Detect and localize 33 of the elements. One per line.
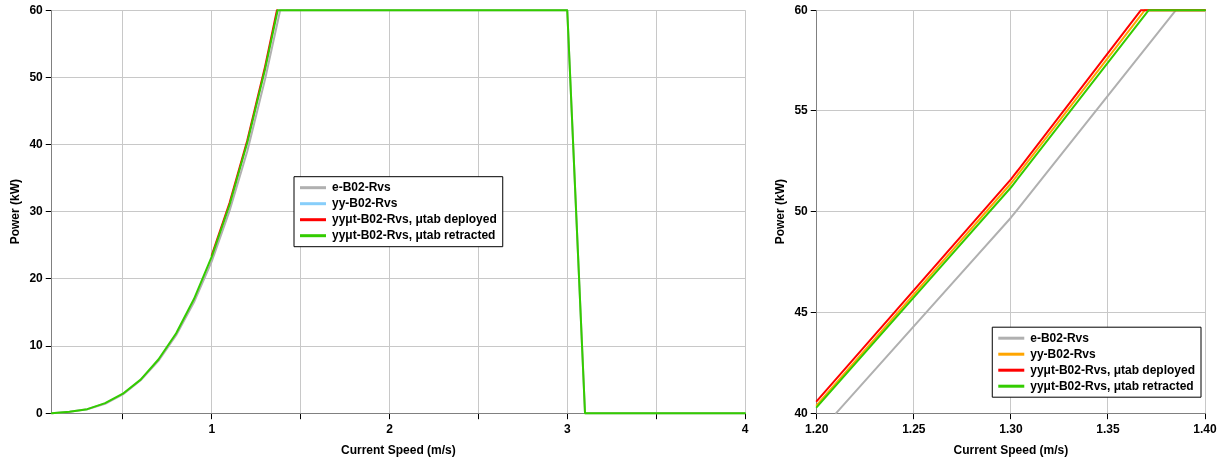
y-tick-label: 55	[794, 103, 809, 118]
x-tick-label: 1.20	[805, 421, 829, 436]
y-tick-label: 20	[29, 271, 44, 286]
x-tick-label: 4	[741, 421, 749, 436]
y-axis-title: Power (kW)	[7, 179, 22, 245]
y-tick-label: 60	[29, 2, 44, 17]
y-axis-title: Power (kW)	[772, 179, 787, 245]
y-tick-label: 40	[794, 405, 809, 420]
x-tick-label: 1.40	[1193, 421, 1217, 436]
x-tick-label: 2	[386, 421, 394, 436]
x-tick-label: 1.25	[902, 421, 926, 436]
legend-label: yyμt-B02-Rvs, μtab retracted	[1030, 378, 1194, 393]
x-tick-label: 1.35	[1096, 421, 1120, 436]
legend-label: yyμt-B02-Rvs, μtab deployed	[1030, 362, 1196, 377]
y-tick-label: 50	[29, 69, 44, 84]
x-axis-title: Current Speed (m/s)	[953, 443, 1069, 458]
y-tick-label: 0	[36, 405, 44, 420]
x-tick-label: 1	[208, 421, 216, 436]
legend-label: e-B02-Rvs	[1030, 330, 1090, 345]
legend-label: yyμt-B02-Rvs, μtab retracted	[332, 228, 496, 243]
y-tick-label: 50	[794, 204, 809, 219]
legend-label: yy-B02-Rvs	[1030, 346, 1096, 361]
y-tick-label: 10	[29, 338, 44, 353]
legend-label: yyμt-B02-Rvs, μtab deployed	[332, 212, 497, 227]
x-axis-title: Current Speed (m/s)	[341, 443, 456, 458]
y-tick-label: 30	[29, 204, 44, 219]
y-tick-label: 60	[794, 2, 809, 17]
legend-label: yy-B02-Rvs	[332, 196, 398, 211]
x-tick-label: 3	[563, 421, 571, 436]
x-tick-label: 1.30	[999, 421, 1023, 436]
legend-label: e-B02-Rvs	[332, 180, 392, 195]
y-tick-label: 45	[794, 304, 809, 319]
y-tick-label: 40	[29, 136, 44, 151]
